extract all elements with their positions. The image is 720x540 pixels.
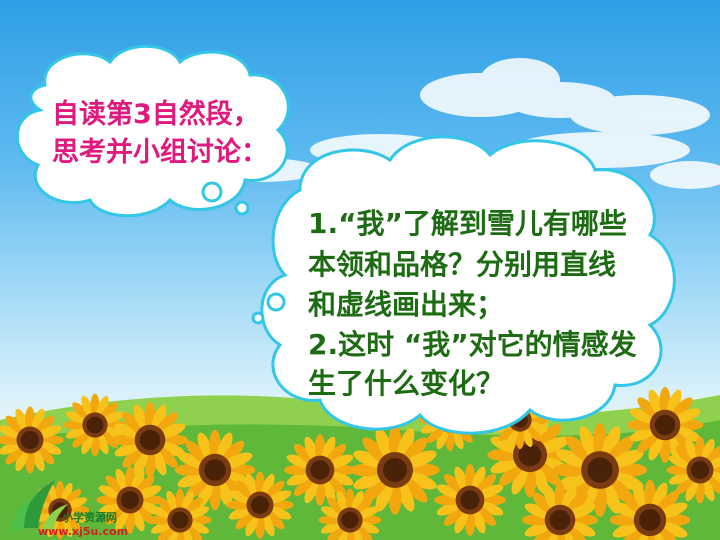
thought-bubble-small <box>15 44 290 218</box>
sunflower <box>552 422 648 518</box>
sunflower <box>226 471 294 539</box>
site-logo-url[interactable]: www.xj5u.com <box>38 525 129 538</box>
question-item-2-line-2: 生了什么变化？ <box>308 367 505 400</box>
sunflower <box>350 425 440 515</box>
site-logo-icon <box>10 480 68 530</box>
question-heading-line-2: 思考并小组讨论： <box>52 137 268 168</box>
question-item-1-line-1: 1.“我”了解到雪儿有哪些 <box>308 207 627 240</box>
sunflower <box>111 401 189 479</box>
question-item-1-line-2: 本领和品格？分别用直线 <box>308 248 617 281</box>
site-logo-name: 小学资源网 <box>62 511 117 524</box>
thought-bubble-large <box>251 135 676 435</box>
sunflower <box>521 481 599 540</box>
question-item-2-line-1: 2.这时 “我”对它的情感发 <box>308 328 637 361</box>
sunflower <box>434 464 506 536</box>
sunflower <box>626 386 704 464</box>
sunflower <box>0 406 64 474</box>
sunflower <box>148 488 212 540</box>
sunflower <box>284 434 356 506</box>
sunflower <box>174 429 256 511</box>
sunflower <box>63 393 127 457</box>
question-item-1-line-3: 和虚线画出来； <box>308 288 505 321</box>
sunflower <box>666 436 720 504</box>
question-heading-line-1: 自读第3自然段， <box>52 99 260 130</box>
sunflower <box>609 479 691 540</box>
sunflower <box>318 488 382 540</box>
